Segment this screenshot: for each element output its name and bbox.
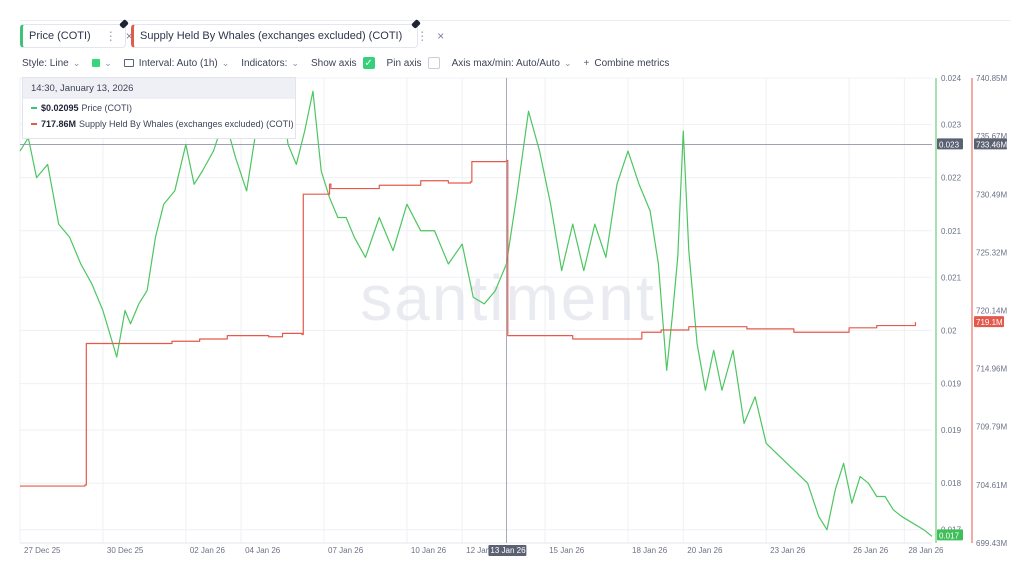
chart-tooltip: 14:30, January 13, 2026 $0.02095 Price (… <box>22 77 296 139</box>
price-tick-label: 0.021 <box>941 227 962 236</box>
price-tick-label: 0.02 <box>941 326 957 335</box>
tooltip-price-name: Price (COTI) <box>81 103 133 113</box>
chart-toolbar: Style: Line ⌄ ⌄ Interval: Auto (1h) ⌄ In… <box>22 56 681 70</box>
plus-icon: + <box>583 57 590 69</box>
style-select[interactable]: Style: Line ⌄ <box>22 58 80 69</box>
metric-tab-label: Supply Held By Whales (exchanges exclude… <box>140 30 403 42</box>
chart-axes: 27 Dec 25 30 Dec 25 02 Jan 26 04 Jan 26 07 J… <box>24 74 1007 556</box>
price-tick-label: 0.018 <box>941 479 962 488</box>
color-select[interactable]: ⌄ <box>88 58 112 69</box>
x-tick-label: 23 Jan 26 <box>770 546 806 555</box>
supply-cursor-label: 733.46M <box>976 140 1007 149</box>
supply-tick-label: 740.85M <box>976 74 1007 83</box>
price-tick-label: 0.019 <box>941 426 962 435</box>
supply-tick-label: 735.67M <box>976 132 1007 141</box>
supply-tick-label: 714.96M <box>976 365 1007 374</box>
tooltip-supply-swatch <box>31 123 37 125</box>
more-options-icon[interactable]: ⋮ <box>104 29 117 43</box>
santiment-watermark: santiment <box>360 262 655 334</box>
chevron-down-icon: ⌄ <box>72 57 81 68</box>
x-tick-label: 12 Jan 26 <box>466 546 502 555</box>
price-tick-label: 0.019 <box>941 380 962 389</box>
tooltip-price-swatch <box>31 107 37 109</box>
top-divider <box>20 20 1010 21</box>
tooltip-supply-name: Supply Held By Whales (exchanges exclude… <box>79 119 294 129</box>
tooltip-row-supply: 717.86M Supply Held By Whales (exchanges… <box>23 117 295 131</box>
x-tick-label: 26 Jan 26 <box>853 546 889 555</box>
supply-current-label-bg <box>974 316 1004 328</box>
more-options-icon[interactable]: ⋮ <box>416 29 428 43</box>
price-tick-label: 0.023 <box>941 121 962 130</box>
chevron-down-icon: ⌄ <box>104 57 112 68</box>
price-cursor-label: 0.023 <box>939 140 960 149</box>
pin-axis-toggle[interactable]: Pin axis <box>387 57 440 69</box>
x-tick-label: 07 Jan 26 <box>328 546 364 555</box>
supply-tick-label: 699.43M <box>976 539 1007 548</box>
x-tick-label: 15 Jan 26 <box>549 546 585 555</box>
supply-tick-label: 720.14M <box>976 307 1007 316</box>
supply-cursor-label-bg <box>974 138 1007 150</box>
chart-series <box>19 84 933 537</box>
supply-tick-label: 704.61M <box>976 481 1007 490</box>
indicators-label: Indicators: <box>241 57 288 69</box>
supply-series-line <box>20 159 917 487</box>
x-tick-label: 10 Jan 26 <box>411 546 447 555</box>
price-current-label-bg <box>937 529 963 541</box>
supply-current-label: 719.1M <box>976 318 1003 327</box>
color-swatch <box>92 59 101 67</box>
x-tick-label: 20 Jan 26 <box>687 546 723 555</box>
metric-tab-supply[interactable]: Supply Held By Whales (exchanges exclude… <box>131 24 444 48</box>
chevron-down-icon: ⌄ <box>291 57 299 68</box>
combine-metrics-button[interactable]: + Combine metrics <box>584 58 670 69</box>
chevron-down-icon: ⌄ <box>221 57 230 68</box>
x-cursor-label-bg <box>488 545 527 556</box>
x-tick-label: 02 Jan 26 <box>190 546 226 555</box>
price-tick-label: 0.022 <box>941 174 962 183</box>
price-series-line <box>19 84 933 537</box>
tooltip-row-price: $0.02095 Price (COTI) <box>23 101 295 115</box>
crosshair <box>20 78 932 543</box>
checkbox-checked-icon[interactable]: ✓ <box>362 57 375 69</box>
price-cursor-label-bg <box>937 138 963 150</box>
axis-maxmin-label: Axis max/min: Auto/Auto <box>451 57 560 69</box>
combine-metrics-label: Combine metrics <box>594 57 670 69</box>
supply-tick-label: 730.49M <box>976 190 1007 199</box>
supply-tick-label: 709.79M <box>976 423 1007 432</box>
x-tick-label: 27 Dec 25 <box>24 546 61 555</box>
price-current-label: 0.017 <box>939 531 960 540</box>
close-icon[interactable]: × <box>437 29 445 43</box>
x-tick-label: 28 Jan 26 <box>908 546 944 555</box>
show-axis-toggle[interactable]: Show axis ✓ <box>311 57 375 69</box>
show-axis-label: Show axis <box>310 57 357 69</box>
x-cursor-label: 13 Jan 26 <box>490 546 526 555</box>
chevron-down-icon: ⌄ <box>563 57 572 68</box>
pin-axis-label: Pin axis <box>386 57 422 69</box>
metric-tab-label: Price (COTI) <box>29 30 91 42</box>
indicators-select[interactable]: Indicators: ⌄ <box>241 58 299 69</box>
x-tick-label: 18 Jan 26 <box>632 546 668 555</box>
calendar-icon <box>123 59 134 67</box>
close-icon[interactable]: × <box>125 29 133 43</box>
style-label: Style: Line <box>22 57 69 69</box>
axis-maxmin-select[interactable]: Axis max/min: Auto/Auto ⌄ <box>452 58 572 69</box>
x-tick-label: 04 Jan 26 <box>245 546 281 555</box>
interval-label: Interval: Auto (1h) <box>138 57 218 69</box>
interval-select[interactable]: Interval: Auto (1h) ⌄ <box>123 57 230 69</box>
x-tick-label: 30 Dec 25 <box>107 546 144 555</box>
price-tick-label: 0.024 <box>941 74 962 83</box>
tooltip-date: 14:30, January 13, 2026 <box>23 78 295 99</box>
metric-tab-price[interactable]: Price (COTI) ⋮ × <box>20 24 133 48</box>
supply-tick-label: 725.32M <box>976 248 1007 257</box>
price-tick-label: 0.021 <box>941 273 962 282</box>
tooltip-price-value: $0.02095 <box>41 103 79 113</box>
tooltip-supply-value: 717.86M <box>41 119 77 129</box>
checkbox-unchecked-icon[interactable] <box>427 57 440 69</box>
